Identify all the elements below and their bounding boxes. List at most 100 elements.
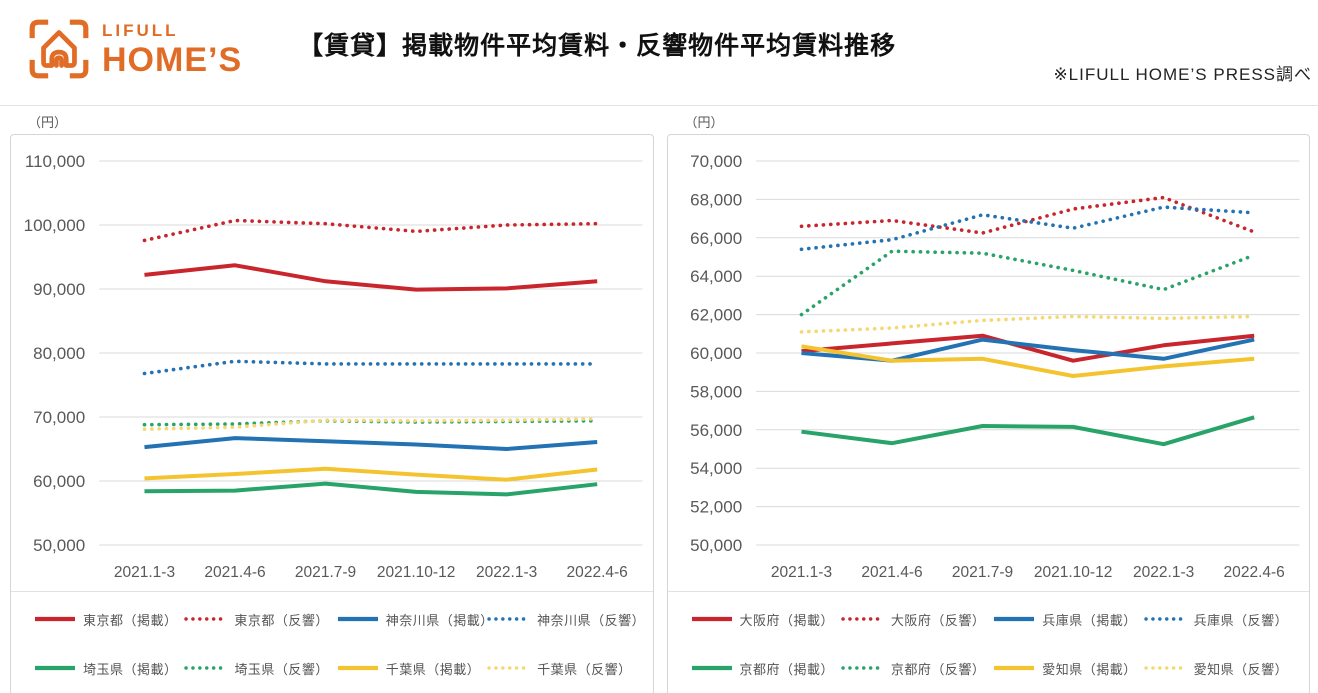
legend-item: 埼玉県（反響）	[184, 659, 335, 678]
series-line-solid	[800, 415, 1255, 447]
legend-label: 東京都（反響）	[234, 612, 329, 628]
line-chart-east: 50,000 60,000 70,000 80,000 90,000 100,000 110…	[11, 135, 653, 591]
legend-swatch-solid	[35, 616, 75, 622]
y-tick-label: 60,000	[33, 472, 85, 491]
legend-label: 京都府（掲載）	[739, 661, 835, 677]
x-tick-label: 2021.7-9	[951, 564, 1012, 581]
legend-label: 神奈川県（掲載）	[385, 612, 494, 628]
legend-label: 兵庫県（掲載）	[1042, 612, 1137, 628]
y-tick-label: 110,000	[25, 152, 85, 171]
legend-label: 愛知県（反響）	[1193, 661, 1289, 677]
chart-box-west: 50,000 52,000 54,000 56,000 58,000 60,000 62,0…	[666, 134, 1310, 693]
unit-label-yen: （円）	[28, 115, 68, 130]
legend-swatch-solid	[35, 665, 75, 671]
y-tick-label: 80,000	[33, 344, 85, 363]
y-tick-label: 66,000	[690, 229, 742, 248]
legend-item: 大阪府（反響）	[841, 610, 992, 629]
x-tick-label: 2021.1-3	[114, 564, 175, 581]
y-tick-label: 50,000	[33, 536, 85, 555]
legend-label: 東京都（掲載）	[83, 612, 178, 628]
legend-label: 大阪府（反響）	[890, 612, 986, 628]
legend-swatch-dotted	[841, 617, 885, 621]
legend-label: 大阪府（掲載）	[739, 612, 835, 628]
chart-panel-west: （円） 50,000 52,000 54,000 56,000 58,000 60,000…	[666, 110, 1310, 693]
x-tick-label: 2022.1-3	[476, 564, 537, 581]
y-tick-label: 52,000	[690, 498, 742, 517]
lifull-homes-logo: LIFULL HOME’S	[26, 16, 242, 82]
series-line-dotted	[799, 314, 1256, 334]
legend-swatch-dotted	[184, 617, 229, 621]
legend-label: 千葉県（反響）	[537, 661, 632, 677]
legend-item: 埼玉県（掲載）	[33, 659, 184, 678]
series-line-solid	[144, 436, 598, 451]
series-line-solid	[800, 333, 1254, 363]
house-logo-icon	[29, 19, 89, 79]
y-tick-label: 50,000	[690, 536, 742, 555]
logo-text-lifull: LIFULL	[102, 20, 179, 40]
chart-canvas: 50,000 60,000 70,000 80,000 90,000 100,000 110…	[24, 152, 643, 581]
y-tick-label: 68,000	[690, 190, 742, 209]
legend-swatch-solid	[994, 616, 1035, 622]
y-tick-label: 70,000	[690, 152, 742, 171]
x-tick-label: 2021.4-6	[861, 564, 922, 581]
unit-label-yen: （円）	[684, 115, 724, 130]
legend-swatch-solid	[337, 665, 378, 671]
x-tick-label: 2021.10-12	[1033, 564, 1112, 581]
legend-label: 兵庫県（反響）	[1193, 612, 1289, 628]
legend-label: 千葉県（掲載）	[385, 661, 481, 677]
legend-item: 兵庫県（掲載）	[992, 610, 1143, 629]
y-tick-label: 54,000	[690, 459, 742, 478]
series-line-dotted	[799, 195, 1256, 235]
y-tick-label: 90,000	[33, 280, 85, 299]
x-tick-label: 2021.7-9	[295, 564, 356, 581]
series-line-dotted	[142, 218, 600, 243]
series-line-solid	[144, 263, 598, 292]
line-chart-west: 50,000 52,000 54,000 56,000 58,000 60,000 62,0…	[668, 135, 1310, 591]
legend-item: 京都府（掲載）	[690, 659, 841, 678]
legend-swatch-solid	[337, 616, 378, 622]
legend-swatch-solid	[691, 616, 732, 622]
legend-swatch-dotted	[1143, 617, 1188, 621]
legend-east: 東京都（掲載） 東京都（反響） 神奈川県（掲載） 神奈川県（反響） 埼玉県（掲載） 埼玉県…	[11, 591, 653, 693]
page-header: LIFULL HOME’S 【賃貸】掲載物件平均賃料・反響物件平均賃料推移 ※L…	[0, 0, 1318, 106]
legend-item: 京都府（反響）	[841, 659, 992, 678]
legend-swatch-dotted	[841, 666, 885, 670]
legend-item: 愛知県（掲載）	[992, 659, 1143, 678]
legend-label: 京都府（反響）	[890, 661, 986, 677]
legend-item: 兵庫県（反響）	[1143, 610, 1295, 629]
logo-text-homes: HOME’S	[102, 40, 243, 79]
legend-west: 大阪府（掲載） 大阪府（反響） 兵庫県（掲載） 兵庫県（反響） 京都府（掲載） 京都府（反…	[667, 591, 1309, 693]
chart-panel-east: （円） 50,000 60,000 70,000 80,000 90,000 100,00…	[10, 110, 654, 693]
legend-swatch-solid	[994, 665, 1035, 671]
legend-item: 神奈川県（反響）	[487, 610, 645, 629]
legend-item: 大阪府（掲載）	[690, 610, 841, 629]
series-line-dotted	[799, 205, 1256, 252]
series-line-dotted	[142, 359, 600, 376]
legend-swatch-solid	[691, 665, 732, 671]
x-tick-label: 2021.10-12	[377, 564, 456, 581]
series-line-solid	[800, 344, 1254, 378]
y-tick-label: 56,000	[690, 421, 742, 440]
series-line-dotted	[142, 417, 600, 432]
y-tick-label: 70,000	[33, 408, 85, 427]
charts-row: （円） 50,000 60,000 70,000 80,000 90,000 100,00…	[0, 106, 1318, 693]
legend-item: 愛知県（反響）	[1143, 659, 1295, 678]
legend-item: 東京都（反響）	[184, 610, 335, 629]
series-line-solid	[144, 481, 598, 497]
series-line-solid	[144, 466, 598, 482]
y-tick-label: 100,000	[24, 216, 86, 235]
y-tick-label: 62,000	[690, 306, 742, 325]
y-tick-label: 60,000	[690, 344, 742, 363]
legend-swatch-dotted	[487, 617, 531, 621]
y-tick-label: 64,000	[690, 267, 742, 286]
legend-label: 愛知県（掲載）	[1042, 661, 1137, 677]
series-line-dotted	[799, 249, 1256, 317]
legend-label: 神奈川県（反響）	[537, 612, 646, 628]
x-tick-label: 2021.4-6	[204, 564, 265, 581]
legend-item: 東京都（掲載）	[33, 610, 184, 629]
page-title: 【賃貸】掲載物件平均賃料・反響物件平均賃料推移	[298, 32, 897, 60]
legend-label: 埼玉県（反響）	[234, 661, 329, 677]
legend-item: 千葉県（反響）	[487, 659, 638, 678]
chart-box-east: 50,000 60,000 70,000 80,000 90,000 100,000 110…	[10, 134, 654, 693]
x-tick-label: 2022.4-6	[1223, 564, 1284, 581]
